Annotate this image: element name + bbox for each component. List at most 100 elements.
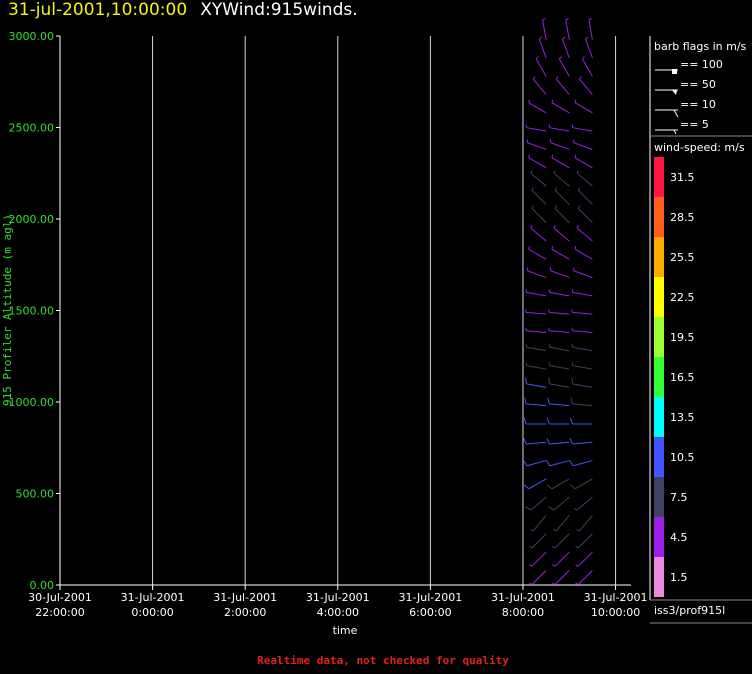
barb-half-feather — [588, 18, 592, 21]
barb-half-feather — [528, 546, 533, 549]
barb-staff — [572, 346, 593, 352]
barb-staff — [576, 172, 593, 187]
y-tick-label: 2000.00 — [9, 213, 55, 226]
barb-sample-flag — [672, 90, 677, 95]
x-tick-label: 31-Jul-2001 — [306, 591, 370, 604]
wind-barb — [585, 36, 593, 59]
wind-barb — [525, 124, 547, 132]
wind-barb — [558, 56, 570, 77]
barb-staff — [577, 208, 593, 224]
barb-staff — [556, 78, 570, 95]
barb-half-feather — [551, 99, 554, 103]
barb-staff — [526, 383, 547, 388]
barb-staff — [577, 533, 593, 549]
barb-staff — [572, 291, 593, 297]
barb-half-feather — [576, 170, 579, 174]
wind-barb — [546, 460, 570, 467]
wind-barb — [576, 224, 593, 242]
y-tick-label: 1500.00 — [9, 305, 55, 318]
barb-staff — [577, 570, 593, 585]
wind-barb — [552, 533, 570, 549]
station-label: iss3/prof915l — [654, 604, 725, 617]
barb-staff — [554, 208, 570, 224]
wind-barb — [523, 478, 547, 490]
barb-staff — [549, 365, 570, 370]
barb-half-feather — [551, 154, 554, 158]
wind-profile-chart: 30-Jul-2001 22:00:00 31-Jul-2001 0:00:00 31-… — [1, 18, 752, 637]
colorbar-label: 25.5 — [670, 251, 695, 264]
barb-half-feather — [575, 582, 579, 585]
wind-barb — [565, 18, 570, 40]
x-tick-label: 31-Jul-2001 — [121, 591, 185, 604]
barb-staff — [549, 403, 570, 407]
barb-staff — [549, 346, 570, 352]
barb-half-feather — [574, 154, 577, 158]
barb-half-feather — [553, 170, 556, 174]
x-tick-label: 2:00:00 — [224, 606, 266, 619]
wind-barb — [576, 170, 593, 187]
barb-staff — [556, 515, 570, 532]
barb-feather — [546, 484, 553, 490]
wind-barb — [571, 377, 593, 388]
barb-staff — [528, 478, 547, 490]
wind-barb — [523, 438, 547, 445]
barb-half-feather — [574, 99, 577, 103]
wind-barb — [574, 154, 593, 169]
barb-staff — [553, 496, 570, 511]
x-tick-label: 31-Jul-2001 — [398, 591, 462, 604]
barb-flag-sample — [655, 89, 678, 95]
barb-staff — [551, 478, 570, 490]
barb-staff — [572, 441, 593, 445]
legend-panel: barb flags in m/s == 100 == 50 == 10 == 5 w… — [649, 36, 752, 624]
wind-barb — [524, 309, 547, 315]
y-tick-label: 3000.00 — [9, 30, 55, 43]
wind-barb — [542, 18, 547, 40]
wind-barb — [546, 438, 570, 445]
barb-staff — [527, 142, 547, 150]
wind-barb — [553, 224, 570, 242]
barb-staff — [585, 38, 593, 59]
barb-flag-sample — [655, 109, 679, 118]
barb-staff — [528, 248, 547, 260]
wind-barb — [571, 327, 593, 333]
barb-staff — [554, 570, 570, 585]
colorbar-swatch — [654, 477, 664, 517]
colorbar-label: 10.5 — [670, 451, 695, 464]
wind-barb — [575, 533, 593, 549]
barb-staff — [576, 227, 593, 242]
wind-barb — [574, 99, 593, 114]
barb-staff — [549, 383, 570, 388]
barb-staff — [554, 189, 570, 205]
x-tick-label: 8:00:00 — [502, 606, 544, 619]
wind-barb — [525, 496, 547, 511]
barb-half-feather — [553, 224, 556, 229]
wind-barb — [575, 570, 593, 585]
barb-staff — [572, 403, 593, 407]
wind-barb — [525, 344, 547, 352]
barb-half-feather — [528, 246, 530, 250]
colorbar-label: 19.5 — [670, 331, 695, 344]
barb-staff — [526, 311, 547, 315]
wind-barb — [524, 397, 547, 407]
barb-staff — [526, 330, 547, 333]
barb-half-feather — [542, 18, 546, 21]
barb-staff — [526, 403, 547, 407]
barb-staff — [573, 270, 593, 279]
barb-feather — [525, 377, 527, 384]
axes: 30-Jul-2001 22:00:00 31-Jul-2001 0:00:00 31-… — [9, 30, 648, 619]
wind-barb — [575, 551, 593, 567]
wind-barb — [553, 515, 570, 532]
wind-barb — [525, 362, 547, 370]
wind-barb — [524, 327, 547, 333]
barb-half-feather — [576, 529, 580, 532]
barb-flag-sample — [655, 69, 678, 74]
colorbar-label: 7.5 — [670, 491, 688, 504]
barb-flag-legend: == 100 == 50 == 10 == 5 — [655, 58, 723, 135]
barb-staff — [551, 102, 570, 114]
wind-barb — [573, 139, 593, 150]
wind-barb — [530, 170, 547, 187]
wind-speed-colorbar: 31.5 28.5 25.5 22.5 19.5 16.5 13.5 10.5 7.5 4.5 1.… — [654, 157, 695, 597]
wind-barb — [548, 496, 570, 511]
colorbar-swatch — [654, 317, 664, 357]
barb-staff — [526, 365, 547, 370]
